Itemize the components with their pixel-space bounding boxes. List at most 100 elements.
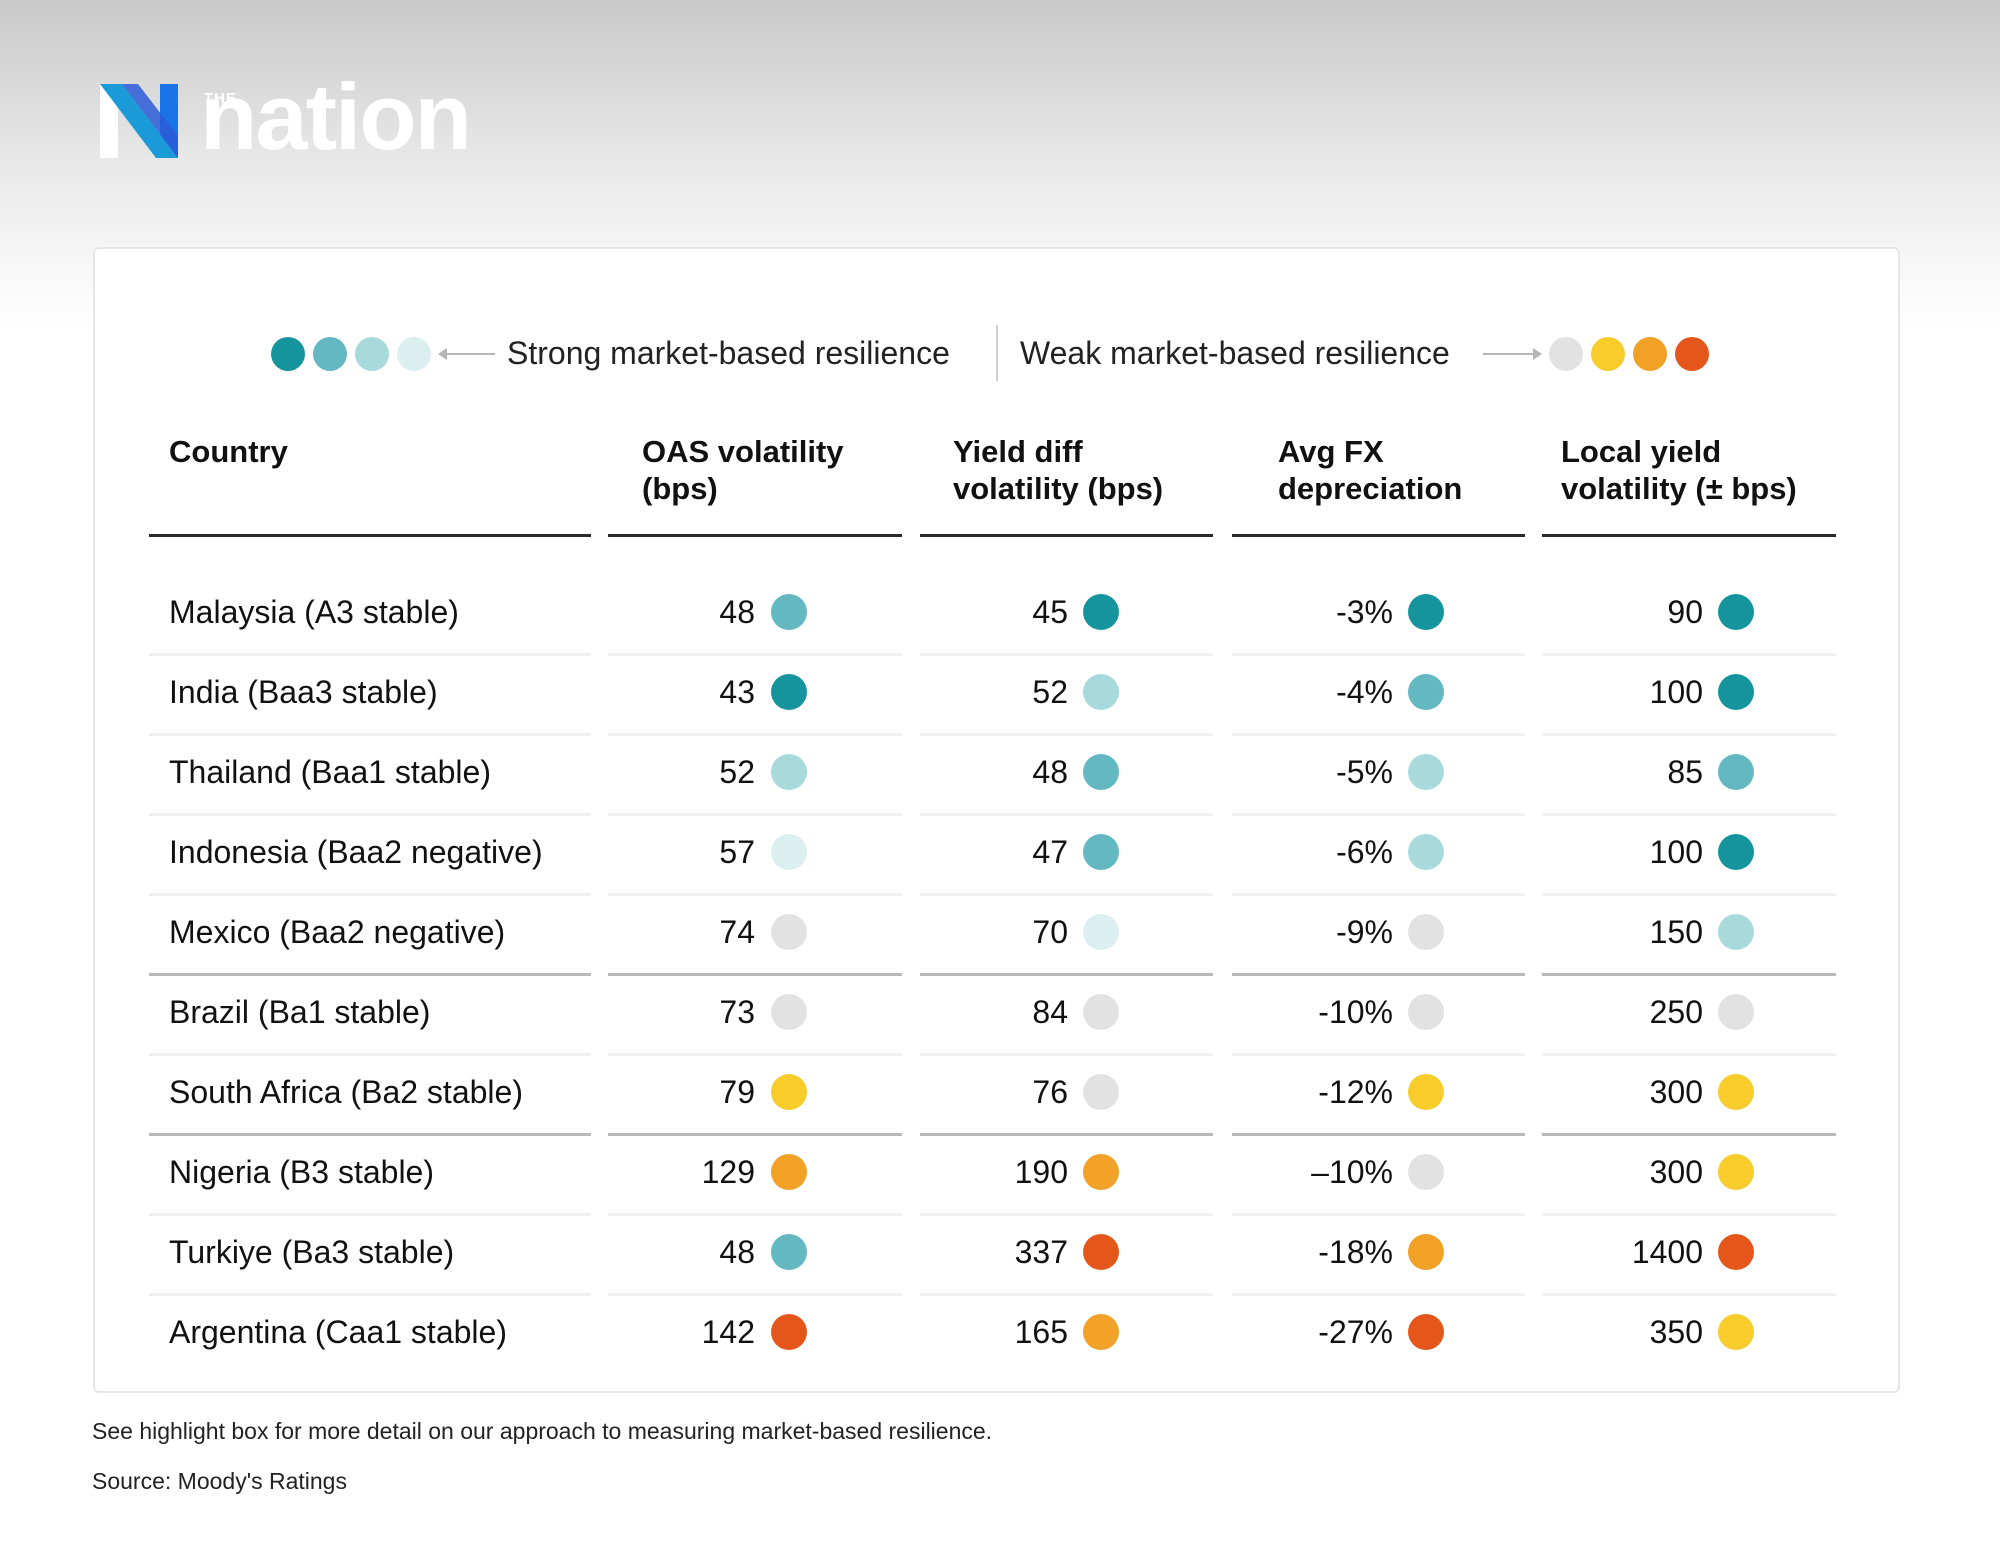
rating-dot [1408,1074,1444,1110]
rating-dot [1718,1234,1754,1270]
rating-dot [1083,674,1119,710]
row-divider [149,893,591,896]
rating-dot [1408,674,1444,710]
logo-wordmark: nation [200,64,472,169]
resilience-card: Strong market-based resilience Weak mark… [93,247,1900,1393]
group-divider [608,1133,902,1136]
legend-weak-dot-1 [1549,337,1583,371]
row-divider [1232,813,1525,816]
rating-dot [1083,914,1119,950]
rating-dot [1083,1234,1119,1270]
group-divider [608,973,902,976]
rating-dot [1718,754,1754,790]
row-divider [149,1213,591,1216]
rating-dot [771,1314,807,1350]
cell-value: 90 [1667,594,1703,630]
cell-value: 142 [701,1314,755,1350]
cell-value: 337 [1014,1234,1068,1270]
group-divider [1542,973,1836,976]
cell-value: 47 [1032,834,1068,870]
rating-dot [771,1074,807,1110]
column-header: Avg FX depreciation [1278,434,1463,506]
legend-strong-dot-3 [355,337,389,371]
cell-value: 73 [719,994,755,1030]
row-divider [1542,813,1836,816]
rating-dot [1718,914,1754,950]
legend-strong-dot-1 [271,337,305,371]
rating-dot [1083,1074,1119,1110]
legend-weak-dot-2 [1591,337,1625,371]
country-name: India (Baa3 stable) [169,674,438,710]
rating-dot [1718,834,1754,870]
header-rule [1232,534,1525,537]
cell-value: 300 [1649,1154,1703,1190]
group-divider [1232,973,1525,976]
rating-dot [1083,754,1119,790]
row-divider [1232,733,1525,736]
row-divider [1232,1213,1525,1216]
row-divider [608,1293,902,1296]
cell-value: 52 [719,754,755,790]
rating-dot [1408,1154,1444,1190]
row-divider [1232,1293,1525,1296]
logo-the-text: THE [204,90,237,107]
row-divider [608,813,902,816]
group-divider [149,1133,591,1136]
rating-dot [1408,594,1444,630]
cell-value: 350 [1649,1314,1703,1350]
country-name: South Africa (Ba2 stable) [169,1074,523,1110]
row-divider [1542,1293,1836,1296]
cell-value: 84 [1032,994,1068,1030]
legend: Strong market-based resilience Weak mark… [95,325,1898,385]
cell-value: 165 [1014,1314,1068,1350]
row-divider [920,733,1213,736]
header-rule [920,534,1213,537]
cell-value: 52 [1032,674,1068,710]
rating-dot [1718,1314,1754,1350]
cell-value: 76 [1032,1074,1068,1110]
legend-right-arrow [1483,353,1533,355]
rating-dot [1408,834,1444,870]
cell-value: 45 [1032,594,1068,630]
row-divider [608,653,902,656]
rating-dot [771,1154,807,1190]
cell-value: 190 [1014,1154,1068,1190]
rating-dot [771,1234,807,1270]
row-divider [608,733,902,736]
cell-value: 57 [719,834,755,870]
row-divider [920,1293,1213,1296]
rating-dot [1718,1074,1754,1110]
legend-left-arrowhead [438,348,447,360]
row-divider [149,733,591,736]
header-rule [149,534,591,537]
cell-value: -6% [1336,834,1393,870]
row-divider [1542,733,1836,736]
legend-weak-dot-4 [1675,337,1709,371]
row-divider [1542,1053,1836,1056]
cell-value: 79 [719,1074,755,1110]
country-name: Thailand (Baa1 stable) [169,754,491,790]
cell-value: 150 [1649,914,1703,950]
legend-strong-label: Strong market-based resilience [507,335,950,371]
footer-source: Source: Moody's Ratings [92,1468,347,1494]
rating-dot [771,834,807,870]
rating-dot [1083,834,1119,870]
rating-dot [1718,994,1754,1030]
rating-dot [771,594,807,630]
rating-dot [1083,1314,1119,1350]
cell-value: 100 [1649,674,1703,710]
rating-dot [1083,1154,1119,1190]
country-name: Brazil (Ba1 stable) [169,994,431,1030]
rating-dot [1408,1314,1444,1350]
cell-value: 43 [719,674,755,710]
header-rule [1542,534,1836,537]
resilience-table: Country OAS volatility (bps) Yield diff vo… [95,249,1898,1391]
legend-left-arrow [445,353,495,355]
country-name: Nigeria (B3 stable) [169,1154,434,1190]
group-divider [149,973,591,976]
legend-separator [996,325,998,381]
rating-dot [1718,594,1754,630]
row-divider [920,1053,1213,1056]
footer-note: See highlight box for more detail on our… [92,1418,993,1444]
column-header: Yield diff volatility (bps) [953,434,1164,506]
